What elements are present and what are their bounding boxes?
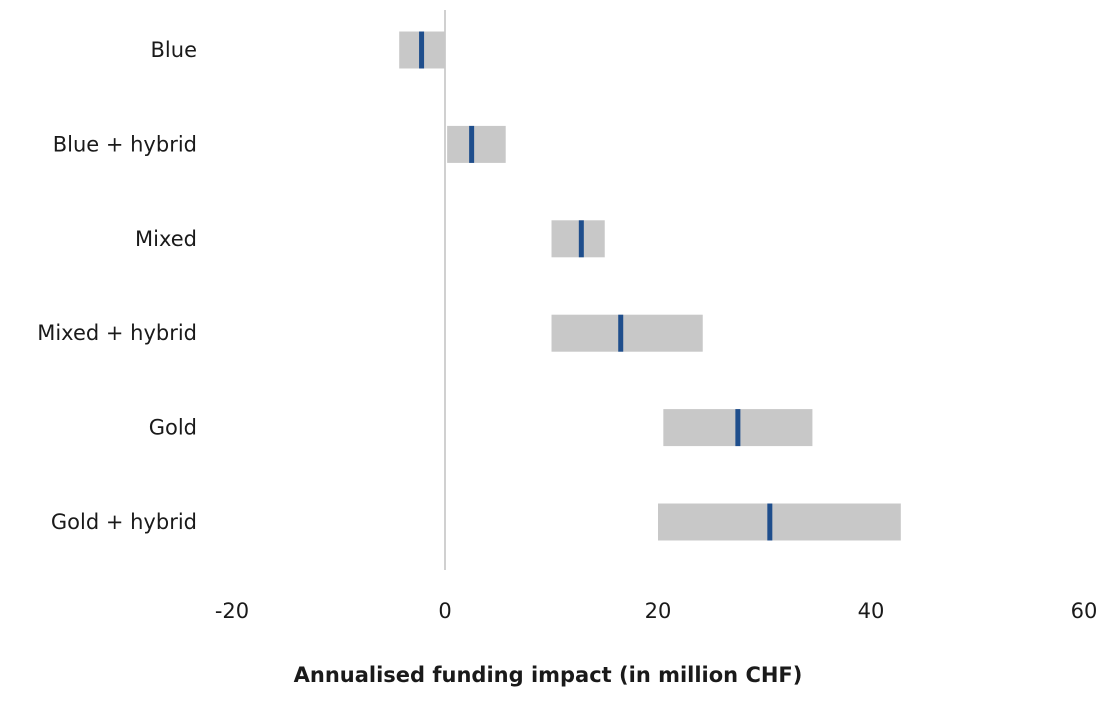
category-label: Gold <box>149 416 197 440</box>
category-labels: Blue Blue + hybrid Mixed Mixed + hybrid Gold… <box>37 38 197 534</box>
x-tick-label: -20 <box>215 599 249 623</box>
range-bars <box>399 31 901 541</box>
value-markers <box>419 31 773 541</box>
x-tick-label: 60 <box>1071 599 1098 623</box>
range-bar <box>447 125 506 163</box>
x-tick-label: 0 <box>438 599 451 623</box>
range-bar <box>658 503 901 541</box>
value-marker <box>618 314 624 352</box>
x-axis-title: Annualised funding impact (in million CH… <box>294 663 803 687</box>
x-tick-label: 20 <box>645 599 672 623</box>
x-tick-label: 40 <box>858 599 885 623</box>
value-marker <box>767 503 773 541</box>
value-marker <box>735 409 741 447</box>
value-marker <box>419 31 425 69</box>
category-label: Mixed + hybrid <box>37 321 197 345</box>
category-label: Blue + hybrid <box>53 132 197 156</box>
category-label: Mixed <box>135 227 197 251</box>
category-label: Blue <box>151 38 197 62</box>
x-tick-labels: -20 0 20 40 60 <box>215 599 1098 623</box>
range-bar <box>551 220 605 258</box>
value-marker <box>578 220 584 258</box>
category-label: Gold + hybrid <box>51 510 197 534</box>
value-marker <box>469 125 475 163</box>
range-bar <box>551 314 703 352</box>
